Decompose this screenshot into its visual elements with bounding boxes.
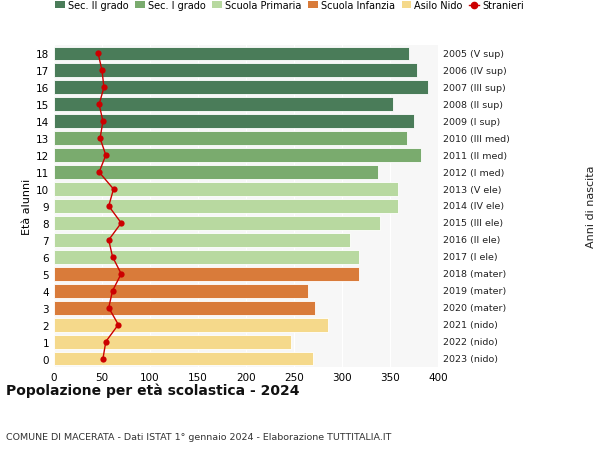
Bar	[54, 200, 398, 213]
Bar	[54, 352, 313, 366]
Text: COMUNE DI MACERATA - Dati ISTAT 1° gennaio 2024 - Elaborazione TUTTITALIA.IT: COMUNE DI MACERATA - Dati ISTAT 1° genna…	[6, 431, 391, 441]
Text: 2014 (IV ele): 2014 (IV ele)	[443, 202, 504, 211]
Bar	[54, 250, 359, 264]
Text: 2017 (I ele): 2017 (I ele)	[443, 253, 498, 262]
Text: 2015 (III ele): 2015 (III ele)	[443, 219, 503, 228]
Text: Anni di nascita: Anni di nascita	[586, 165, 596, 248]
Text: 2011 (II med): 2011 (II med)	[443, 151, 507, 160]
Text: 2022 (nido): 2022 (nido)	[443, 337, 498, 347]
Bar	[54, 284, 308, 298]
Text: 2006 (IV sup): 2006 (IV sup)	[443, 67, 507, 76]
Text: 2013 (V ele): 2013 (V ele)	[443, 185, 502, 194]
Bar	[54, 183, 398, 196]
Bar	[54, 335, 291, 349]
Bar	[54, 81, 428, 95]
Bar	[54, 217, 380, 230]
Bar	[54, 149, 421, 163]
Legend: Sec. II grado, Sec. I grado, Scuola Primaria, Scuola Infanzia, Asilo Nido, Stran: Sec. II grado, Sec. I grado, Scuola Prim…	[55, 1, 524, 11]
Text: 2023 (nido): 2023 (nido)	[443, 354, 498, 363]
Bar	[54, 166, 379, 179]
Text: 2019 (mater): 2019 (mater)	[443, 286, 506, 296]
Bar	[54, 234, 350, 247]
Text: 2012 (I med): 2012 (I med)	[443, 168, 505, 177]
Text: 2021 (nido): 2021 (nido)	[443, 320, 498, 330]
Bar	[54, 115, 414, 129]
Bar	[54, 318, 328, 332]
Text: 2018 (mater): 2018 (mater)	[443, 270, 506, 279]
Text: 2009 (I sup): 2009 (I sup)	[443, 118, 500, 127]
Text: 2005 (V sup): 2005 (V sup)	[443, 50, 504, 59]
Text: 2010 (III med): 2010 (III med)	[443, 134, 510, 143]
Text: 2020 (mater): 2020 (mater)	[443, 303, 506, 313]
Text: Popolazione per età scolastica - 2024: Popolazione per età scolastica - 2024	[6, 382, 299, 397]
Bar	[54, 98, 393, 112]
Text: 2016 (II ele): 2016 (II ele)	[443, 236, 500, 245]
Bar	[54, 47, 409, 62]
Text: 2008 (II sup): 2008 (II sup)	[443, 101, 503, 110]
Bar	[54, 301, 315, 315]
Text: 2007 (III sup): 2007 (III sup)	[443, 84, 506, 93]
Bar	[54, 132, 407, 146]
Bar	[54, 64, 417, 78]
Y-axis label: Età alunni: Età alunni	[22, 179, 32, 235]
Bar	[54, 267, 359, 281]
